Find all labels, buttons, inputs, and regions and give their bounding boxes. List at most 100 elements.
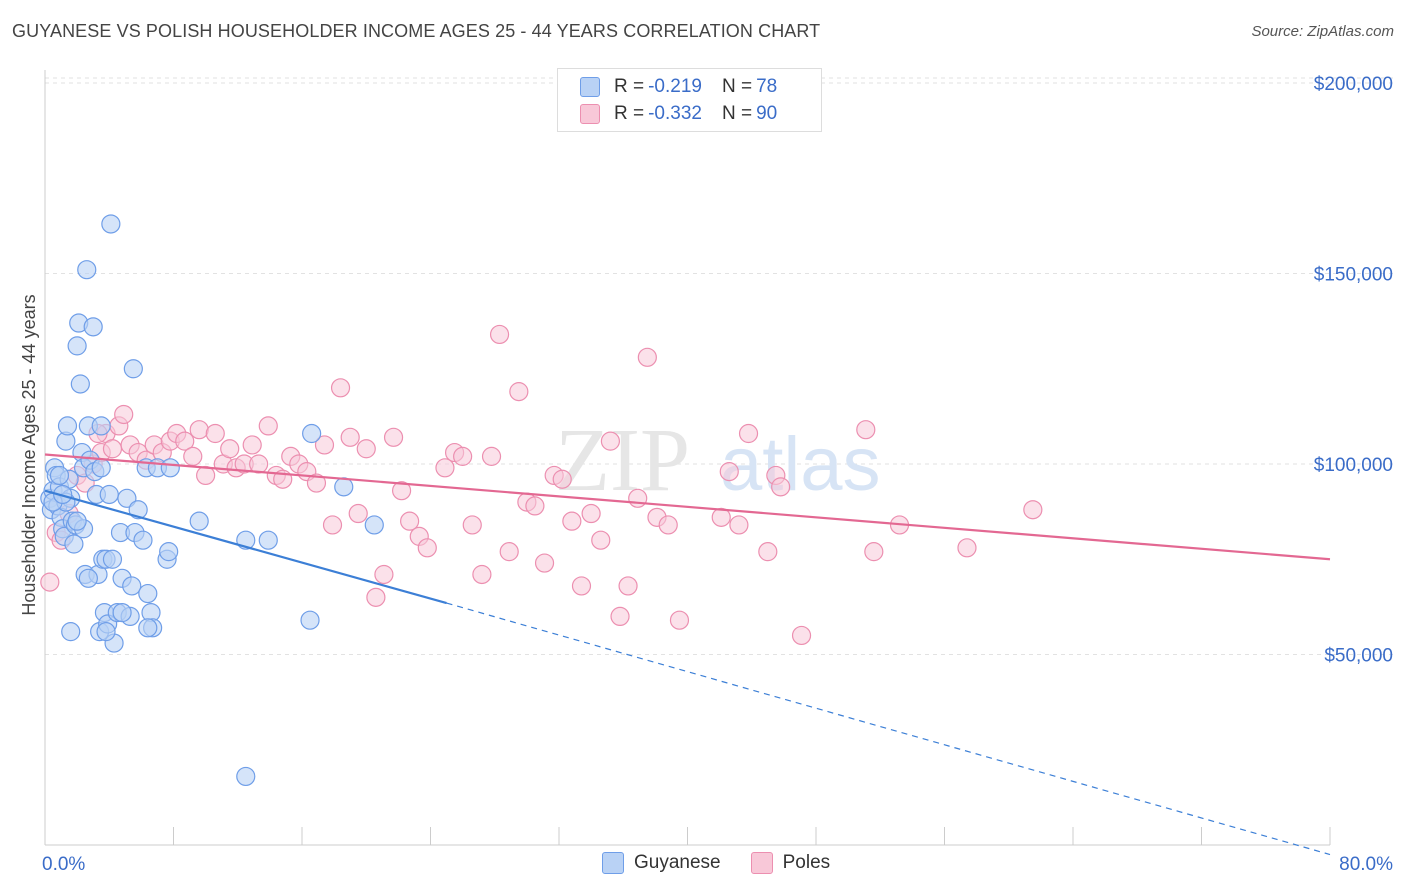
guyanese-point (133, 530, 153, 550)
legend-n-value: 78 (756, 76, 778, 97)
poles-points (40, 324, 1043, 646)
guyanese-points (40, 214, 384, 787)
poles-point (348, 503, 368, 524)
legend-swatch-poles (750, 852, 773, 874)
poles-point (552, 469, 572, 489)
guyanese-point (112, 602, 132, 623)
poles-point (220, 439, 240, 459)
legend-swatch-poles (580, 104, 600, 124)
guyanese-point (364, 515, 384, 535)
poles-point (791, 625, 812, 646)
legend-item-guyanese[interactable]: Guyanese (602, 852, 721, 874)
guyanese-point (138, 618, 158, 638)
y-tick-label: $50,000 (1324, 646, 1393, 667)
poles-point (417, 538, 437, 558)
poles-point (340, 427, 360, 447)
poles-point (472, 564, 492, 585)
poles-point (628, 488, 648, 508)
legend-r-value: -0.219 (648, 76, 702, 97)
legend-n-label: N = (721, 76, 753, 97)
poles-point (758, 542, 778, 562)
poles-point (562, 511, 582, 531)
poles-point (249, 454, 269, 474)
poles-point (509, 382, 529, 402)
guyanese-point (123, 359, 143, 379)
legend-label-guyanese: Guyanese (634, 852, 721, 873)
poles-point (489, 324, 510, 345)
guyanese-point (64, 534, 84, 554)
poles-point (314, 435, 335, 455)
guyanese-point (159, 542, 179, 562)
guyanese-point (189, 511, 209, 531)
legend-r-value: -0.332 (648, 103, 702, 124)
legend-r-label: R = (614, 103, 645, 124)
guyanese-point (49, 465, 70, 486)
axes (44, 70, 1331, 846)
poles-point (391, 481, 412, 501)
poles-point (738, 423, 759, 444)
x-tick-label: 80.0% (1339, 854, 1393, 875)
poles-point (719, 462, 739, 482)
grid-lines (45, 77, 1395, 655)
poles-point (481, 446, 502, 466)
guyanese-point (67, 336, 87, 356)
series-legend: Guyanese Poles (602, 852, 860, 874)
poles-point (356, 439, 376, 459)
poles-point (196, 465, 216, 486)
legend-n-value: 90 (756, 103, 778, 124)
poles-point (729, 515, 749, 535)
y-axis-label: Householder Income Ages 25 - 44 years (19, 294, 39, 615)
guyanese-point (300, 610, 320, 630)
poles-point (242, 435, 262, 455)
poles-point (306, 473, 327, 493)
guyanese-point (91, 458, 111, 478)
poles-point (957, 538, 977, 558)
poles-point (600, 431, 621, 451)
y-tick-label: $200,000 (1314, 74, 1393, 95)
y-tick-labels: $50,000 $100,000 $150,000 $200,000 (1314, 74, 1393, 667)
guyanese-point (83, 317, 103, 337)
poles-point (610, 606, 630, 627)
correlation-legend: R = -0.219 N = 78 R = -0.332 N = 90 (557, 68, 822, 132)
poles-point (864, 542, 884, 562)
guyanese-point (96, 622, 116, 642)
guyanese-point (91, 416, 111, 436)
legend-row-guyanese: R = -0.219 N = 78 (580, 75, 777, 99)
poles-point (637, 347, 657, 367)
legend-item-poles[interactable]: Poles (750, 852, 830, 874)
poles-point (205, 423, 225, 444)
guyanese-trend-extension (446, 602, 1331, 856)
guyanese-point (160, 458, 180, 478)
poles-point (571, 576, 592, 596)
poles-point (189, 420, 209, 440)
watermark-zip: ZIP (555, 411, 690, 510)
poles-point (499, 542, 519, 562)
guyanese-point (236, 766, 256, 787)
zipatlas-watermark: ZIP atlas (555, 411, 881, 510)
guyanese-point (67, 511, 87, 531)
poles-point (114, 404, 134, 425)
legend-row-poles: R = -0.332 N = 90 (580, 102, 777, 126)
legend-r-label: R = (614, 76, 645, 97)
poles-trend-line (44, 453, 1331, 561)
guyanese-point (117, 488, 137, 508)
legend-swatch-guyanese (580, 77, 600, 97)
poles-point (435, 458, 455, 478)
poles-point (383, 427, 404, 447)
poles-point (322, 515, 343, 535)
guyanese-point (61, 622, 81, 642)
guyanese-point (334, 477, 354, 497)
x-tick-labels: 0.0% 80.0% (42, 854, 1393, 875)
trend-lines (44, 453, 1331, 856)
poles-point (462, 515, 482, 535)
poles-point (400, 511, 420, 531)
poles-point (366, 587, 386, 607)
guyanese-trend-line (44, 489, 447, 605)
poles-point (856, 420, 876, 440)
poles-point (183, 446, 203, 466)
poles-point (711, 507, 731, 527)
source-label: Source: ZipAtlas.com (1251, 23, 1394, 40)
legend-n-label: N = (721, 103, 753, 124)
poles-point (534, 553, 555, 573)
